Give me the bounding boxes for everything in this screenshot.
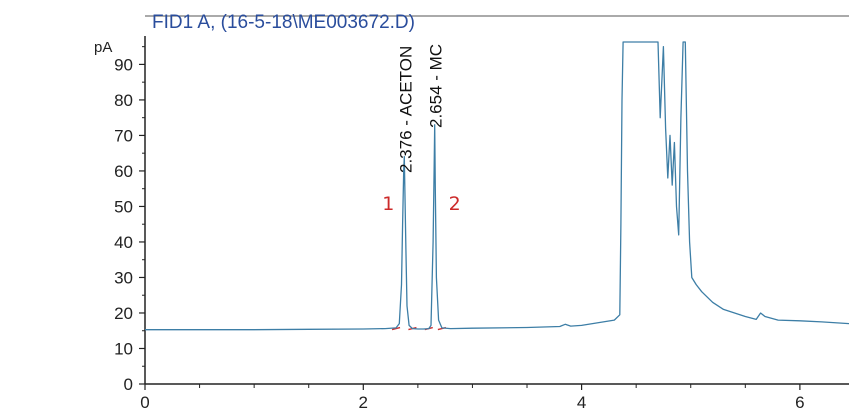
y-tick-label: 50 xyxy=(114,197,133,216)
x-tick-label: 6 xyxy=(795,393,804,408)
y-axis-unit: pA xyxy=(94,39,112,56)
x-tick-label: 0 xyxy=(140,393,149,408)
y-tick-label: 80 xyxy=(114,91,133,110)
chromatogram-trace xyxy=(145,41,849,331)
x-tick-label: 4 xyxy=(577,393,586,408)
y-tick-label: 20 xyxy=(114,304,133,323)
y-tick-label: 60 xyxy=(114,162,133,181)
x-ticks: 0 2 4 6 xyxy=(140,384,805,408)
y-tick-label: 10 xyxy=(114,339,133,358)
y-tick-label: 40 xyxy=(114,233,133,252)
chart-title: FID1 A, (16-5-18\ME003672.D) xyxy=(152,12,415,33)
y-tick-label: 90 xyxy=(114,55,133,74)
y-tick-label: 0 xyxy=(124,375,133,394)
peak-label: 2.654 - MC xyxy=(427,44,446,128)
y-ticks: 0 10 20 30 40 50 60 70 80 90 xyxy=(114,46,145,394)
peak-labels: 2.376 - ACETON 1 2.654 - MC 2 xyxy=(382,44,460,215)
y-tick-label: 30 xyxy=(114,268,133,287)
peak-marker-number: 2 xyxy=(449,193,461,215)
y-tick-label: 70 xyxy=(114,126,133,145)
peak-label: 2.376 - ACETON xyxy=(396,46,415,173)
baseline-marker xyxy=(391,326,401,331)
peak-marker-number: 1 xyxy=(382,193,394,215)
x-tick-label: 2 xyxy=(359,393,368,408)
